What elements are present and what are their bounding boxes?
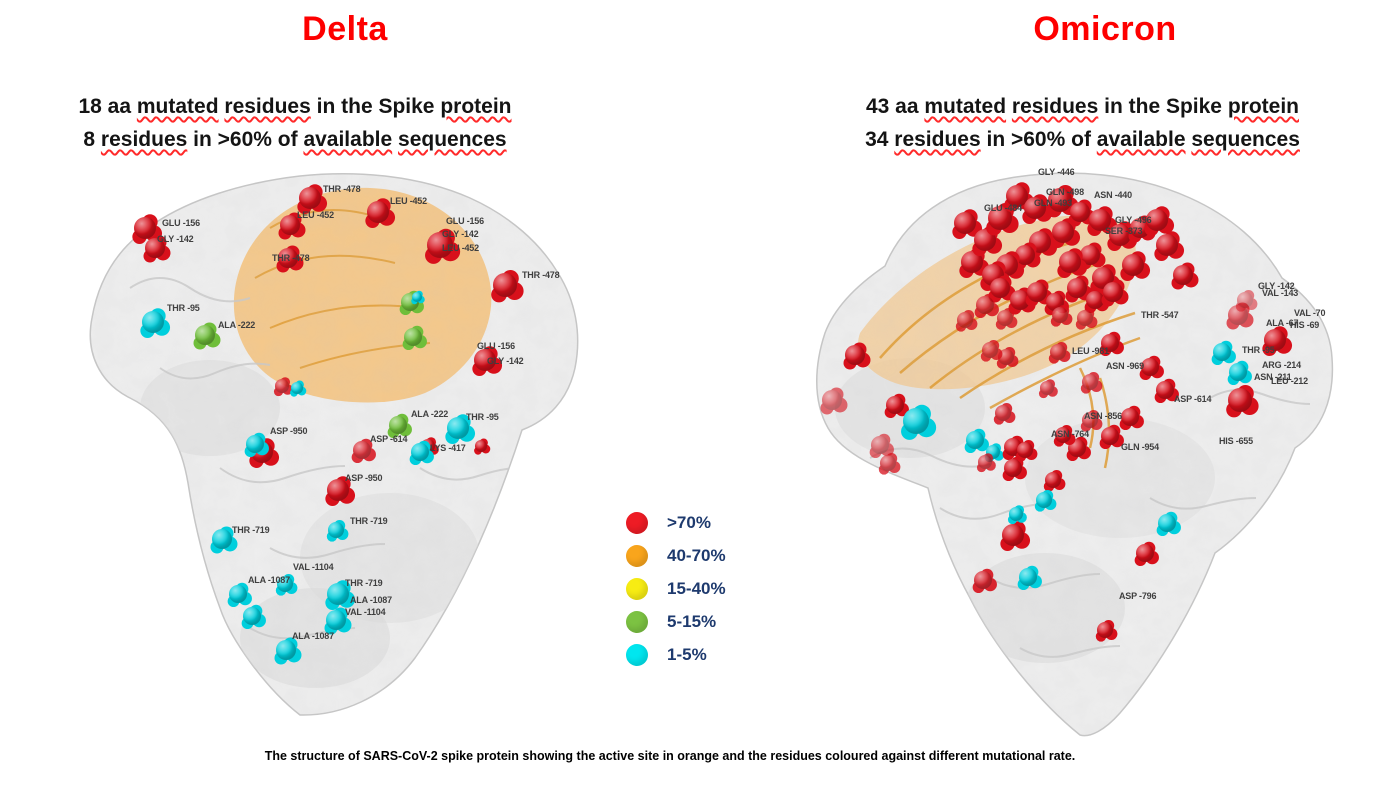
legend-item: 5-15% xyxy=(626,605,726,638)
subtitle-word: 34 xyxy=(865,128,895,151)
legend-label: 15-40% xyxy=(667,578,726,598)
subtitle-delta-line2: 8 residues in >60% of available sequence… xyxy=(15,123,575,156)
delta-structure xyxy=(89,173,579,716)
subtitle-word: residues xyxy=(894,128,981,151)
subtitle-word: in the Spike xyxy=(310,95,441,118)
subtitle-delta: 18 aa mutated residues in the Spike prot… xyxy=(15,90,575,156)
subtitle-word: residues xyxy=(224,95,311,118)
subtitle-word: 8 xyxy=(83,128,101,151)
legend-dot xyxy=(626,643,648,666)
legend-dot xyxy=(626,544,648,567)
legend-label: 1-5% xyxy=(667,644,707,664)
subtitle-word: mutated xyxy=(924,95,1007,118)
subtitle-word: 18 aa xyxy=(78,95,137,118)
subtitle-word: mutated xyxy=(136,95,219,118)
subtitle-word: protein xyxy=(440,95,512,118)
subtitle-word: sequences xyxy=(1191,128,1300,151)
legend-label: 40-70% xyxy=(667,545,726,565)
legend-item: 15-40% xyxy=(626,572,726,605)
omicron-structure xyxy=(816,172,1334,737)
subtitle-word: protein xyxy=(1227,95,1299,118)
subtitle-delta-line1: 18 aa mutated residues in the Spike prot… xyxy=(15,90,575,123)
subtitle-word: residues xyxy=(100,128,188,151)
subtitle-word: in the Spike xyxy=(1098,95,1228,118)
subtitle-word: residues xyxy=(1011,95,1099,118)
variant-title-delta: Delta xyxy=(302,10,388,48)
legend-dot xyxy=(626,511,648,534)
legend-dot xyxy=(626,577,648,600)
subtitle-omicron-line2: 34 residues in >60% of available sequenc… xyxy=(800,123,1365,156)
figure-caption: The structure of SARS-CoV-2 spike protei… xyxy=(264,749,1076,763)
subtitle-word: available xyxy=(1096,128,1186,151)
legend-label: >70% xyxy=(667,512,711,532)
subtitle-word: available xyxy=(303,128,393,151)
mutation-rate-legend: >70% 40-70% 15-40% 5-15% 1-5% xyxy=(626,506,726,671)
subtitle-word: 43 aa xyxy=(865,95,925,118)
legend-item: 1-5% xyxy=(626,638,726,671)
subtitle-word: sequences xyxy=(398,128,507,151)
legend-item: 40-70% xyxy=(626,539,726,572)
subtitle-omicron: 43 aa mutated residues in the Spike prot… xyxy=(800,90,1365,156)
variant-title-omicron: Omicron xyxy=(1033,10,1177,48)
subtitle-omicron-line1: 43 aa mutated residues in the Spike prot… xyxy=(800,90,1365,123)
legend-label: 5-15% xyxy=(667,611,717,631)
legend-item: >70% xyxy=(626,506,726,539)
subtitle-word: in >60% of xyxy=(980,128,1097,151)
subtitle-word: in >60% of xyxy=(187,128,304,151)
legend-dot xyxy=(626,610,648,633)
